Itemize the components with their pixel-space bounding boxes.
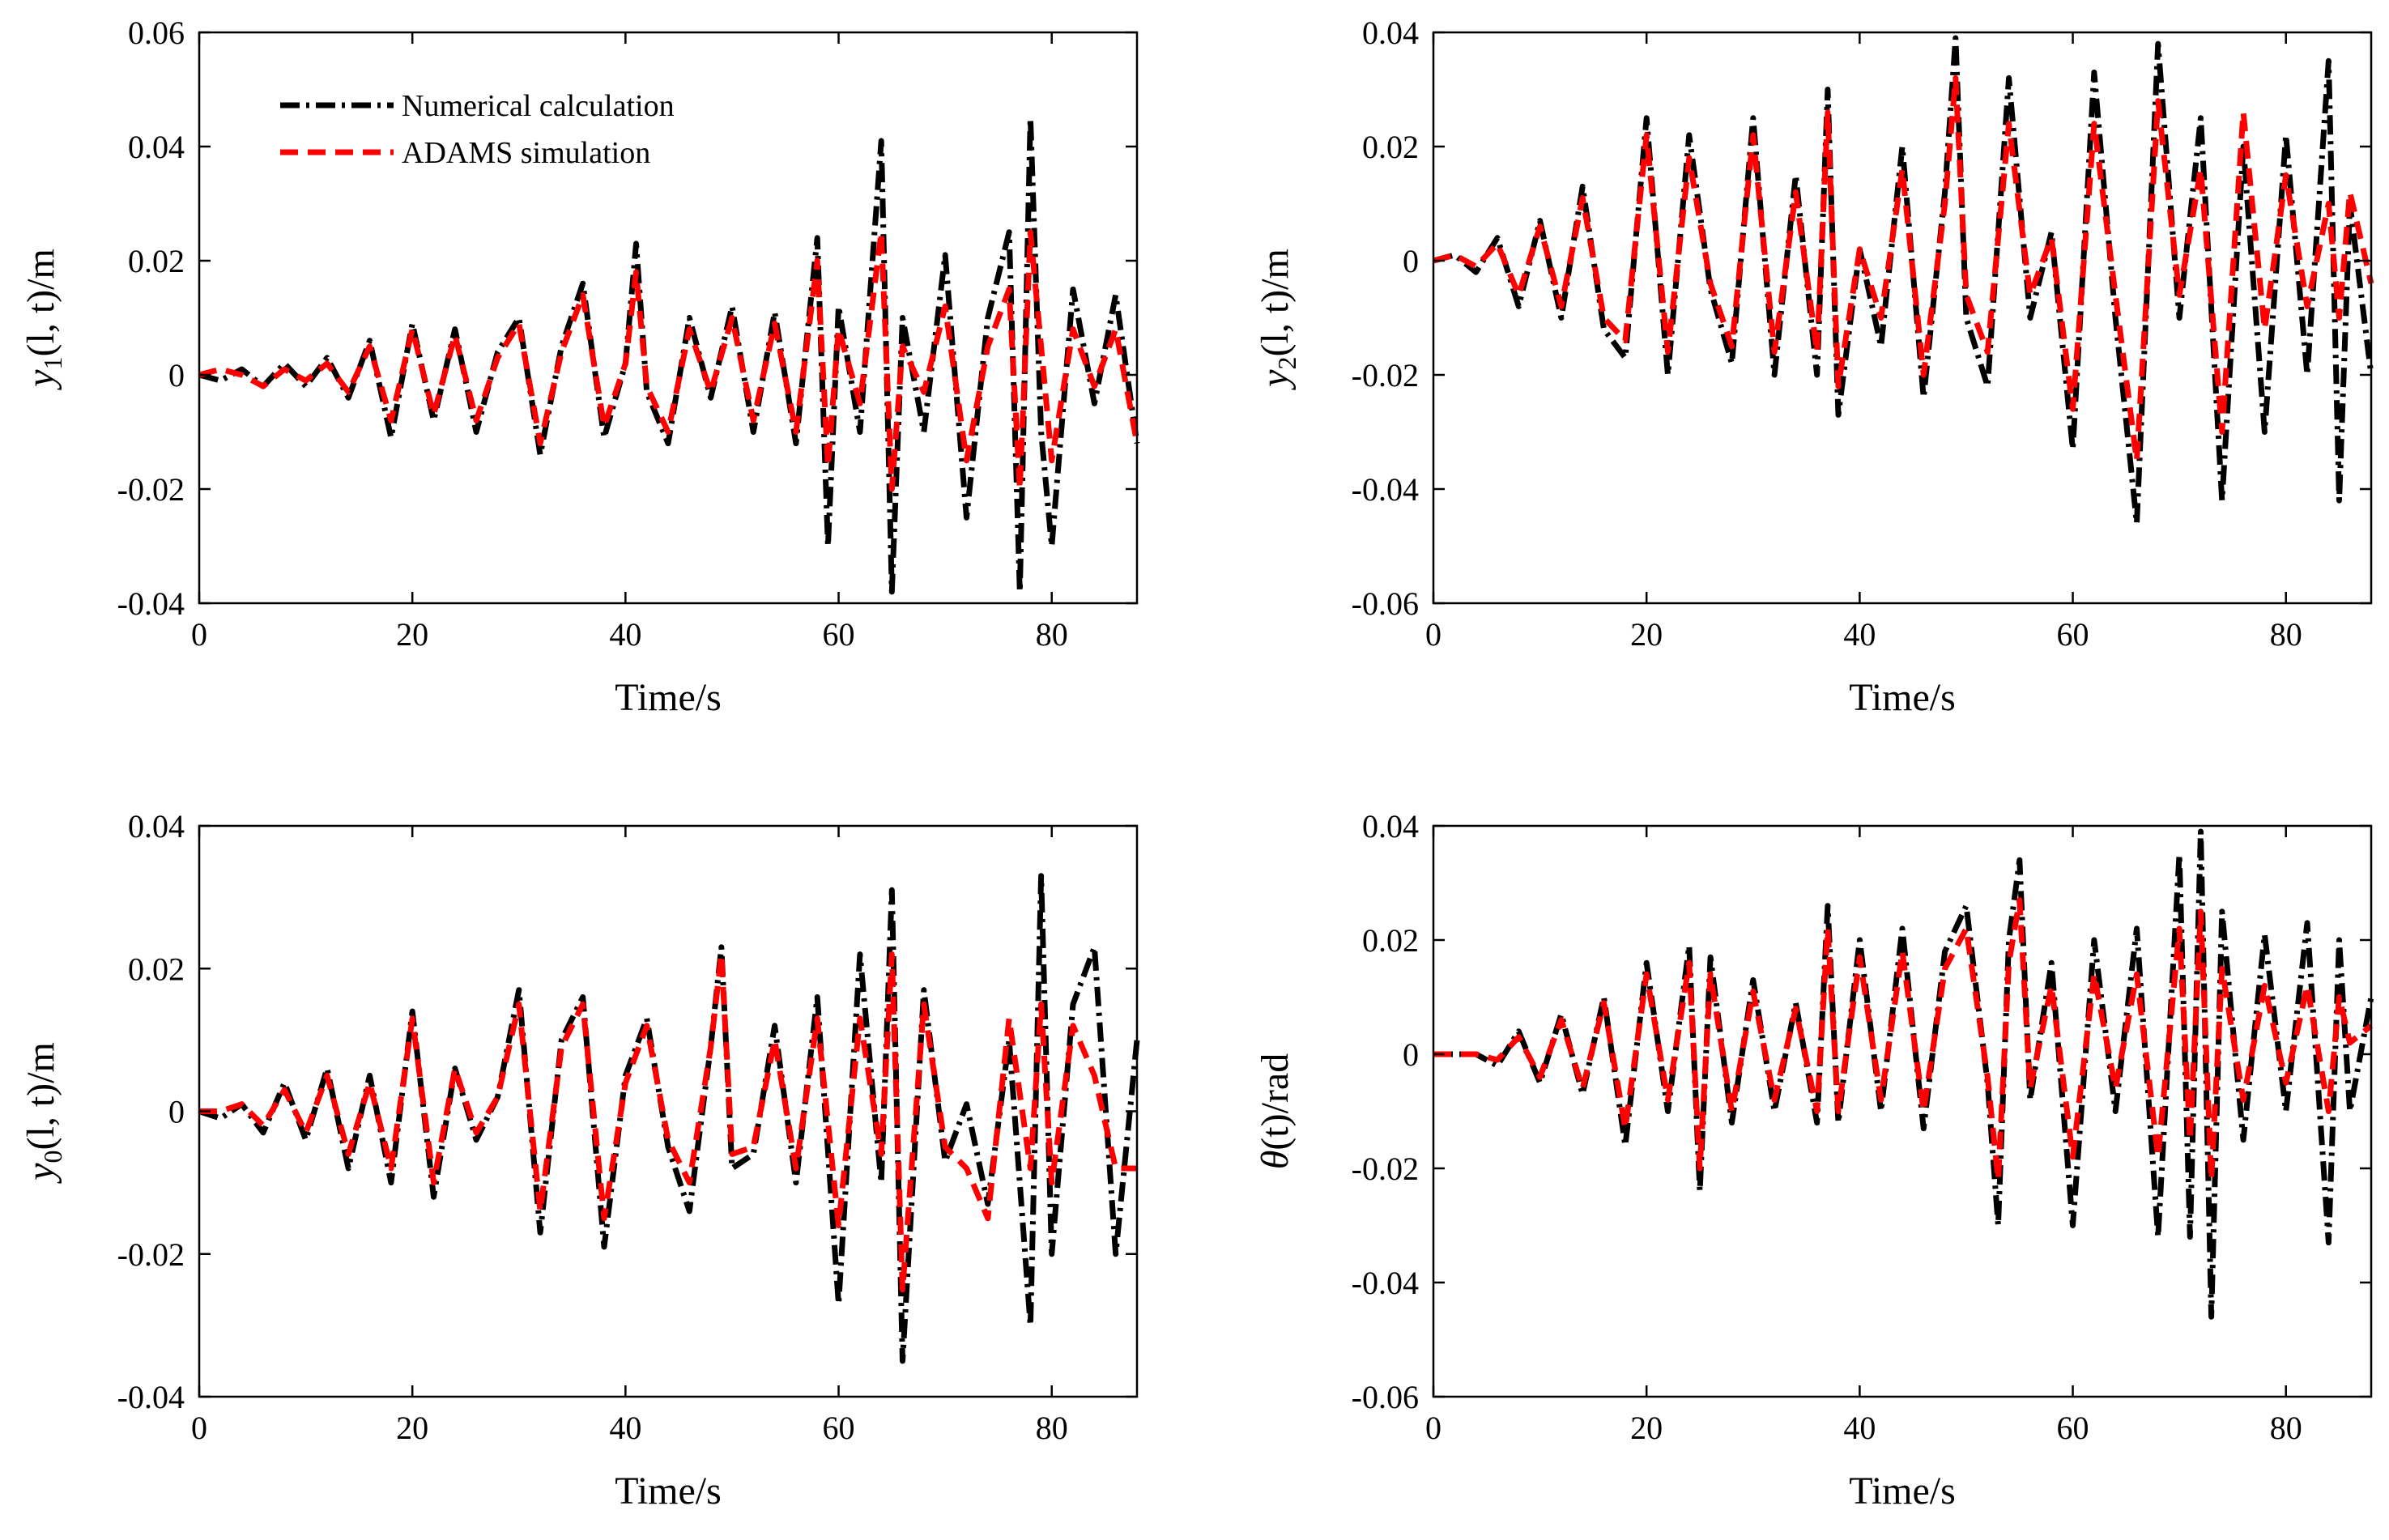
x-tick-label: 20 (1630, 616, 1663, 653)
legend-label-adams: ADAMS simulation (402, 136, 650, 170)
x-tick-label: 60 (2057, 616, 2089, 653)
y-tick-label: -0.04 (117, 585, 185, 622)
x-tick-label: 20 (1630, 1410, 1663, 1446)
y-tick-label: 0 (168, 357, 185, 394)
y-tick-label: -0.02 (1352, 1151, 1419, 1187)
y-tick-label: 0.04 (128, 808, 185, 844)
x-tick-label: 0 (191, 616, 207, 653)
chart-panel-3: 0 20 40 60 80 -0.04 -0.02 0 0.02 0.04 Time/s y0(l, … (19, 808, 1140, 1512)
y-axis-label: y0(l, t)/m (19, 1042, 67, 1185)
x-tick-label: 80 (2270, 1410, 2302, 1446)
y-tick-label: 0.06 (128, 15, 185, 51)
y-tick-label: -0.02 (1352, 357, 1419, 394)
x-tick-label: 80 (1036, 1410, 1068, 1446)
series-line-numerical (1433, 828, 2374, 1320)
y-tick-label: 0 (1403, 243, 1419, 279)
y-tick-label: 0.02 (128, 243, 185, 279)
y-tick-label: 0.04 (1362, 808, 1419, 844)
x-tick-label: 40 (1843, 616, 1876, 653)
y-tick-label: -0.02 (117, 471, 185, 508)
chart-panel-2: 0 20 40 60 80 -0.06 -0.04 -0.02 0 0.02 0.04 Time/s y… (1254, 15, 2374, 719)
series-line-numerical (198, 115, 1140, 595)
x-tick-label: 20 (396, 616, 428, 653)
plot-frame (1432, 31, 2373, 605)
y-tick-label: 0.02 (1362, 129, 1419, 165)
x-tick-label: 60 (823, 616, 855, 653)
y-tick-label: 0.04 (128, 129, 185, 165)
x-axis-label: Time/s (615, 676, 722, 719)
y-tick-label: -0.06 (1352, 585, 1419, 622)
chart-panel-1: 0 20 40 60 80 -0.04 -0.02 0 0.02 0.04 0.06 Time/s y1… (19, 15, 1140, 719)
x-tick-label: 80 (1036, 616, 1068, 653)
y-tick-label: 0 (168, 1094, 185, 1130)
x-tick-label: 40 (1843, 1410, 1876, 1446)
x-tick-label: 0 (1425, 1410, 1441, 1446)
x-axis-label: Time/s (1849, 676, 1956, 719)
series-line-adams (1433, 74, 2374, 464)
x-tick-label: 40 (609, 1410, 641, 1446)
x-tick-label: 20 (396, 1410, 428, 1446)
y-tick-label: 0.02 (1362, 922, 1419, 959)
y-axis-label: θ(t)/rad (1254, 1053, 1297, 1170)
y-tick-label: -0.04 (117, 1379, 185, 1415)
plot-frame (1432, 824, 2373, 1398)
series-line-adams (198, 229, 1140, 492)
x-axis-label: Time/s (615, 1470, 722, 1512)
series-line-numerical (198, 873, 1140, 1364)
y-tick-label: 0.02 (128, 951, 185, 987)
x-tick-label: 40 (609, 616, 641, 653)
y-tick-label: -0.04 (1352, 471, 1419, 508)
y-axis-label: y2(l, t)/m (1254, 249, 1301, 391)
y-tick-label: -0.04 (1352, 1265, 1419, 1301)
x-tick-label: 0 (191, 1410, 207, 1446)
x-axis-label: Time/s (1849, 1470, 1956, 1512)
legend: Numerical calculation ADAMS simulation (280, 89, 675, 170)
x-tick-label: 60 (823, 1410, 855, 1446)
y-tick-label: -0.06 (1352, 1379, 1419, 1415)
plot-frame (198, 824, 1139, 1398)
series-line-adams (199, 951, 1137, 1293)
plot-frame (198, 31, 1139, 605)
y-tick-label: 0 (1403, 1036, 1419, 1073)
y-tick-label: 0.04 (1362, 15, 1419, 51)
series-line-adams (1433, 897, 2374, 1183)
chart-panel-4: 0 20 40 60 80 -0.06 -0.04 -0.02 0 0.02 0.04 Time/s θ… (1254, 808, 2374, 1512)
legend-label-numerical: Numerical calculation (402, 89, 675, 123)
x-tick-label: 0 (1425, 616, 1441, 653)
y-tick-label: -0.02 (117, 1236, 185, 1273)
x-tick-label: 80 (2270, 616, 2302, 653)
y-axis-label: y1(l, t)/m (19, 249, 67, 391)
x-tick-label: 60 (2057, 1410, 2089, 1446)
series-line-numerical (1433, 35, 2374, 526)
